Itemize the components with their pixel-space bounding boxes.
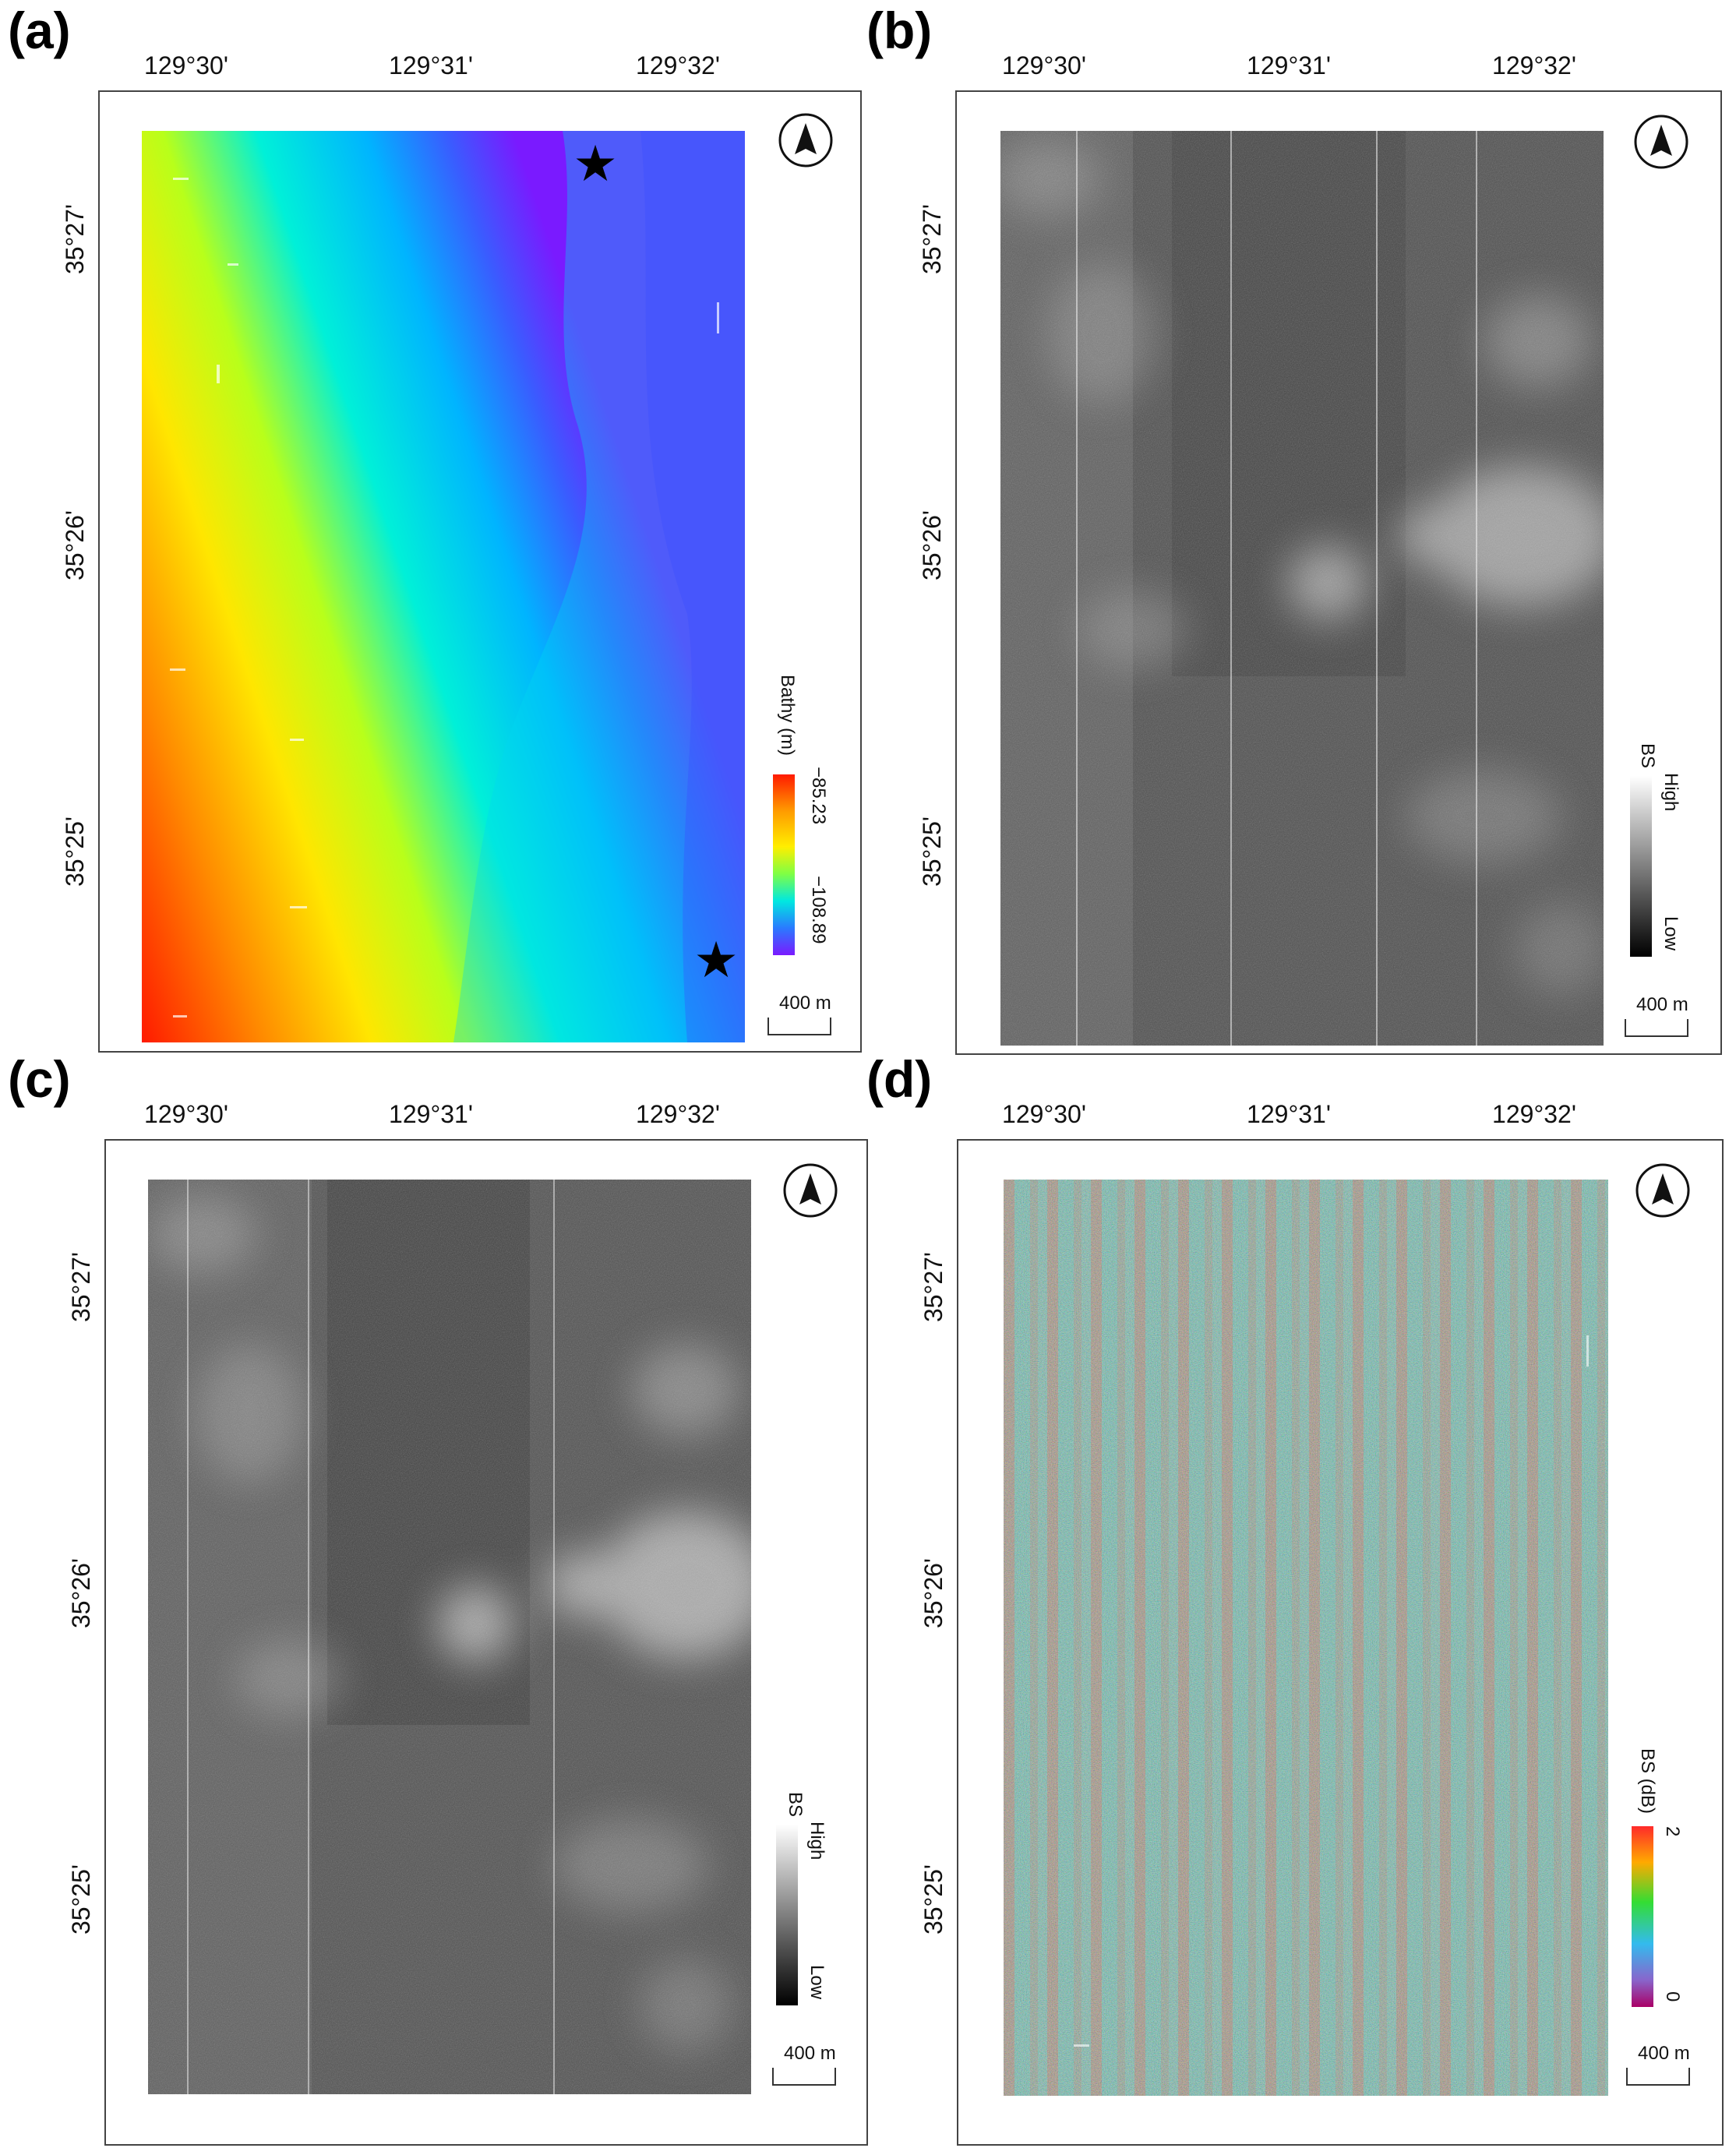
legend-low: Low [1660, 916, 1681, 951]
bs-db-colorbar [1632, 1826, 1653, 2007]
scale-label: 400 m [1638, 2043, 1690, 2064]
panel-label: (d) [866, 1050, 933, 1108]
legend-high: High [806, 1822, 827, 1860]
lon-tick: 129°31' [1247, 1100, 1331, 1128]
legend-min: 0 [1662, 1991, 1683, 2002]
lat-tick: 35°27' [67, 1251, 95, 1323]
legend-title: Bathy (m) [777, 675, 798, 757]
bs-colorbar [776, 1825, 798, 2005]
lat-tick: 35°26' [61, 510, 89, 581]
scale-label: 400 m [779, 993, 831, 1014]
lon-tick: 129°31' [389, 1100, 473, 1128]
north-arrow-icon [1634, 115, 1688, 169]
legend-max: 2 [1662, 1826, 1683, 1837]
scale-bar [767, 1018, 831, 1035]
lon-tick: 129°32' [1492, 1100, 1576, 1128]
lat-tick: 35°25' [67, 1864, 95, 1935]
scale-bar [1625, 1019, 1688, 1037]
lat-tick: 35°25' [61, 816, 89, 887]
bs-colorbar [1630, 776, 1652, 957]
lat-tick: 35°27' [919, 1251, 947, 1323]
scale-bar [1626, 2068, 1690, 2086]
legend-title: BS [785, 1792, 806, 1818]
legend-min: −108.89 [808, 876, 829, 944]
bathymetry-map [142, 131, 745, 1042]
backscatter-difference-map [1004, 1180, 1608, 2096]
lat-tick: 35°26' [67, 1557, 95, 1629]
panel-label: (c) [8, 1050, 71, 1108]
panel-label: (b) [866, 2, 933, 59]
scale-bar [772, 2068, 836, 2086]
legend-title: BS (dB) [1637, 1748, 1658, 1815]
legend-title: BS [1637, 743, 1658, 769]
legend-low: Low [806, 1965, 827, 2000]
legend-high: High [1660, 773, 1681, 812]
star-icon: ★ [693, 932, 739, 988]
lon-tick: 129°31' [1247, 51, 1331, 79]
lon-tick: 129°32' [636, 1100, 720, 1128]
lat-tick: 35°25' [918, 816, 946, 887]
lon-tick: 129°30' [1002, 51, 1086, 79]
scale-label: 400 m [784, 2043, 836, 2064]
lat-tick: 35°25' [919, 1864, 947, 1935]
lat-tick: 35°26' [919, 1557, 947, 1629]
star-icon: ★ [573, 136, 618, 192]
panel-label: (a) [8, 2, 71, 59]
north-arrow-icon [778, 113, 833, 168]
lat-tick: 35°27' [61, 203, 89, 275]
lat-tick: 35°26' [918, 510, 946, 581]
lon-tick: 129°30' [1002, 1100, 1086, 1128]
lon-tick: 129°30' [144, 51, 228, 79]
bathy-colorbar [773, 774, 795, 955]
north-arrow-icon [1635, 1163, 1690, 1218]
lon-tick: 129°30' [144, 1100, 228, 1128]
legend-max: −85.23 [808, 767, 829, 825]
north-arrow-icon [783, 1163, 838, 1218]
lat-tick: 35°27' [918, 203, 946, 275]
lon-tick: 129°31' [389, 51, 473, 79]
lon-tick: 129°32' [1492, 51, 1576, 79]
backscatter-corrected-map [148, 1180, 751, 2094]
scale-label: 400 m [1636, 994, 1688, 1015]
backscatter-map [1000, 131, 1604, 1046]
lon-tick: 129°32' [636, 51, 720, 79]
